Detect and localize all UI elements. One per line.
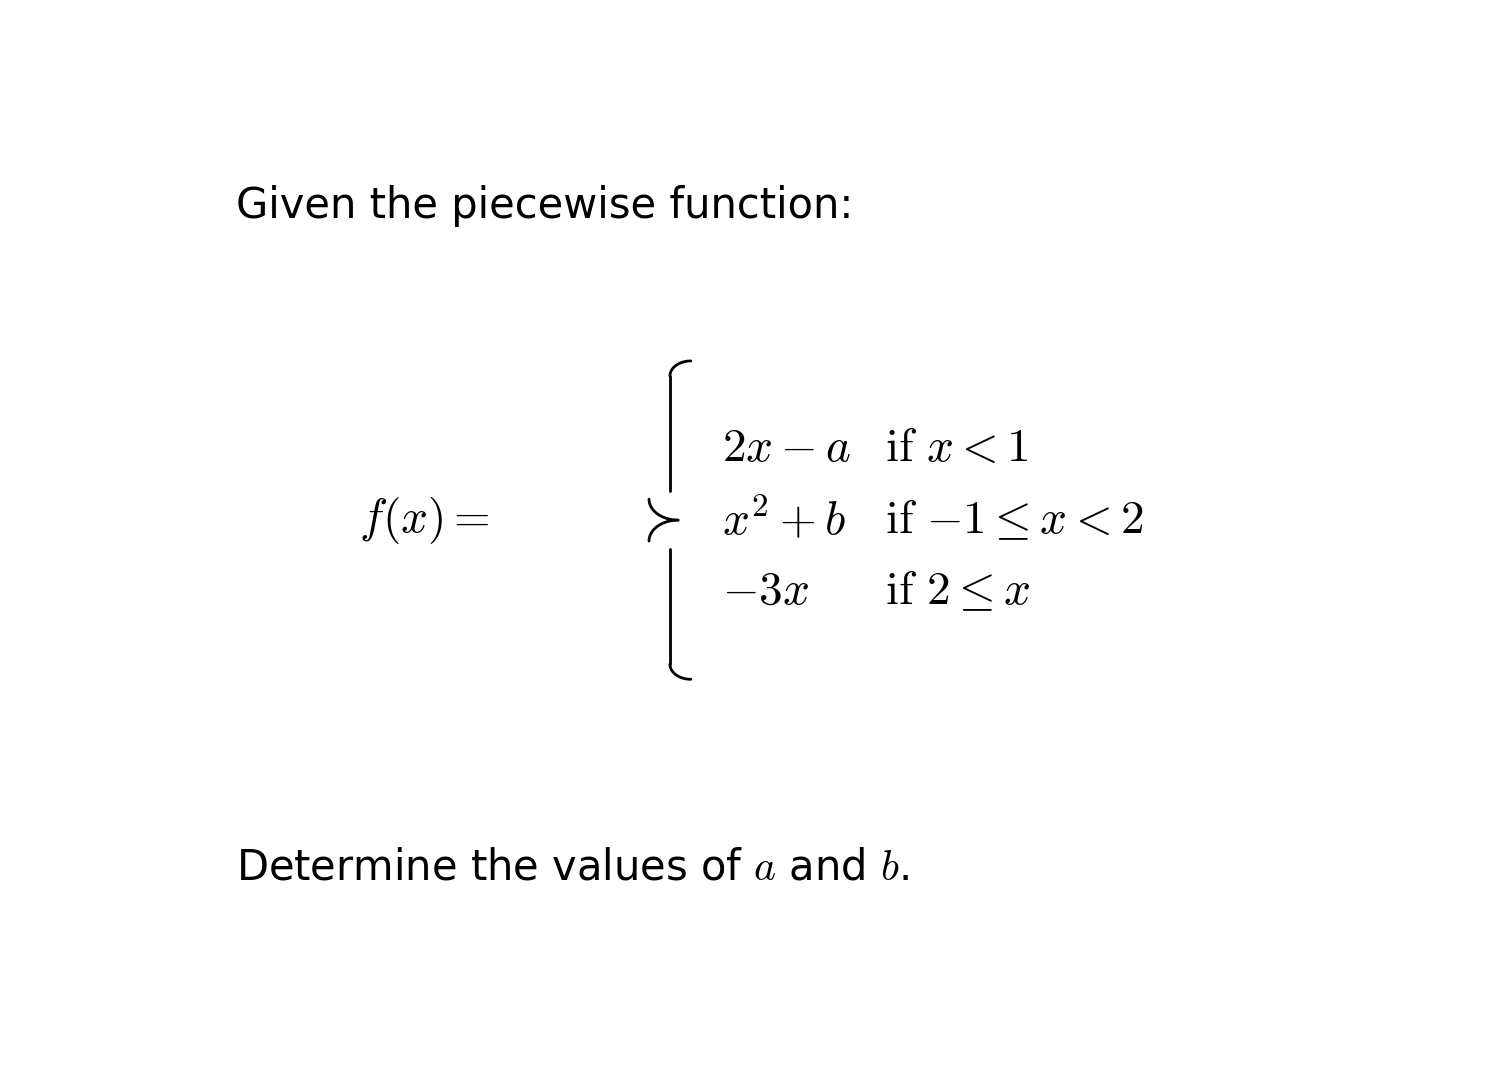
- Text: Determine the values of $a$ and $b$.: Determine the values of $a$ and $b$.: [237, 846, 909, 889]
- Text: $x^2+b$: $x^2+b$: [723, 496, 846, 544]
- Text: $-3x$: $-3x$: [723, 569, 810, 614]
- Text: $\mathrm{if}\ 2 \leq x$: $\mathrm{if}\ 2 \leq x$: [885, 569, 1031, 614]
- Text: $2x-a$: $2x-a$: [723, 426, 852, 471]
- Text: $\mathrm{if}\ {-1} \leq x < 2$: $\mathrm{if}\ {-1} \leq x < 2$: [885, 497, 1143, 543]
- Text: $f(x) =$: $f(x) =$: [358, 495, 489, 545]
- Text: $\mathrm{if}\ x < 1$: $\mathrm{if}\ x < 1$: [885, 426, 1029, 471]
- Text: Given the piecewise function:: Given the piecewise function:: [237, 185, 853, 227]
